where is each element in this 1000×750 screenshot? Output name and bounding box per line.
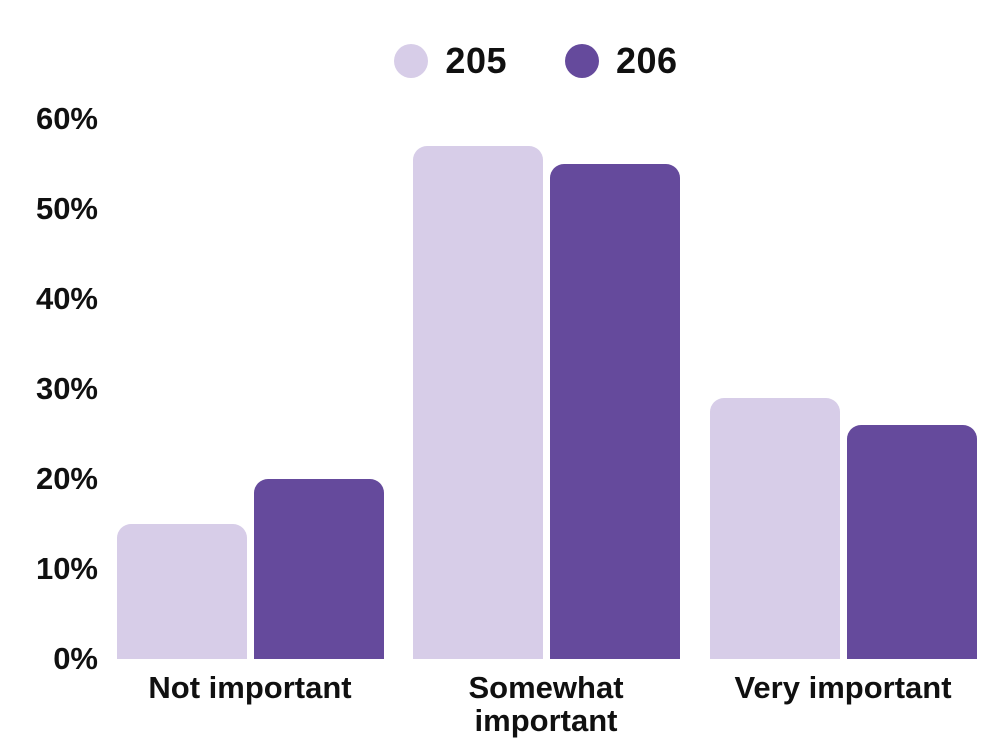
x-axis-category-label: Somewhat important [468,670,624,738]
legend-item: 206 [565,40,678,82]
bar-206-very-important [846,425,977,659]
bar-205-somewhat-important [412,146,543,659]
y-axis-tick-label: 0% [53,641,98,676]
bar-206-somewhat-important [549,164,680,659]
bar-205-very-important [709,398,840,659]
bar-205-not-important [116,524,247,659]
y-axis-tick-label: 50% [35,191,98,226]
legend-swatch-circle-icon [394,44,429,78]
x-axis-category-label: Very important [734,670,952,705]
y-axis-tick-label: 30% [35,371,98,406]
legend-item: 205 [394,40,507,82]
y-axis-tick-label: 20% [35,461,98,496]
chart-legend: 205 206 [36,40,1000,82]
x-axis-category-label: Not important [148,670,352,705]
y-axis-tick-label: 10% [35,551,98,586]
legend-swatch-circle-icon [565,44,599,78]
legend-label: 206 [616,40,678,81]
y-axis-tick-label: 60% [35,101,98,136]
y-axis-tick-label: 40% [35,281,98,316]
bar-206-not-important [253,479,384,659]
legend-label: 205 [445,40,507,81]
